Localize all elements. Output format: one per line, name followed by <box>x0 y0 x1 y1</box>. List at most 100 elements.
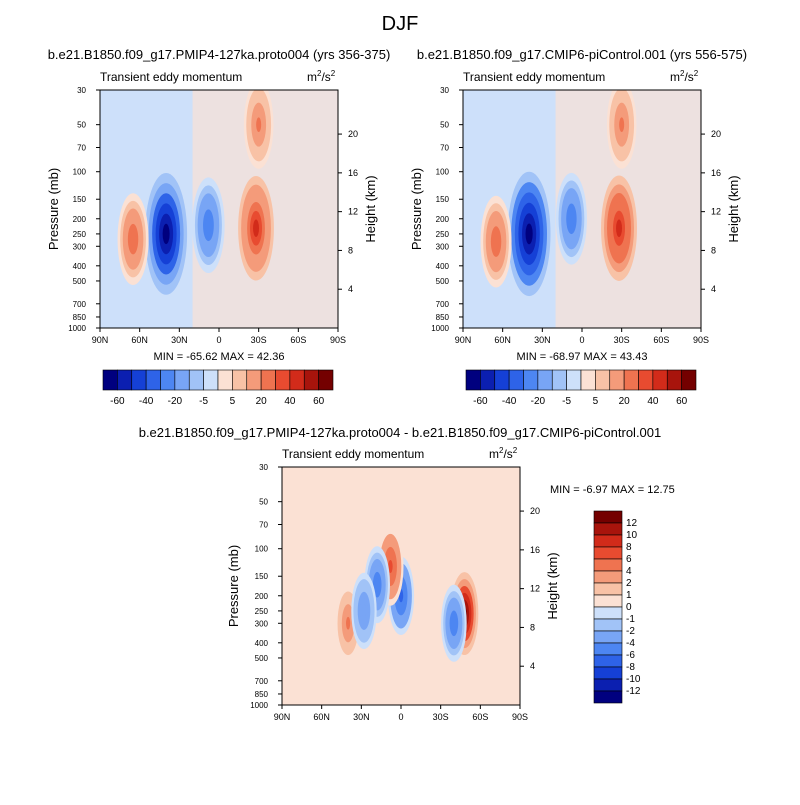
colorbar-swatch <box>188 369 204 391</box>
x-tick-label: 60S <box>290 335 306 345</box>
colorbar-swatch <box>593 546 623 560</box>
y-tick-label: 50 <box>440 121 449 130</box>
colorbar-tick-label: -5 <box>562 396 571 407</box>
y-tick-label: 400 <box>255 639 269 648</box>
y-tick-label: 300 <box>73 242 87 251</box>
panel-2-colorbar: -60 -40 -20 -5 5 20 40 60 <box>465 369 697 407</box>
panel-2-axes: 90N 60N 30N 0 30S 60S 90S 30 50 70 100 150 200 250 300… <box>431 86 721 345</box>
colorbar-swatch <box>593 630 623 644</box>
colorbar-swatch <box>593 690 623 704</box>
x-tick-label: 60N <box>313 712 330 722</box>
panel-2-minmax: MIN = -68.97 MAX = 43.43 <box>517 351 648 363</box>
y-tick-label: 500 <box>255 654 269 663</box>
colorbar-tick-label: -40 <box>139 396 154 407</box>
colorbar-swatch <box>652 369 668 391</box>
x-tick-label: 60S <box>472 712 488 722</box>
colorbar-tick-label: 20 <box>256 396 268 407</box>
contour-blob-1 <box>451 616 456 630</box>
colorbar-swatch <box>593 606 623 620</box>
panel-2-ylabel-right: Height (km) <box>726 175 741 242</box>
eq: = <box>244 351 257 363</box>
y2-tick-label: 8 <box>711 245 716 255</box>
contour-blob-5 <box>346 616 351 630</box>
contour-blob-0 <box>162 223 170 245</box>
colorbar-swatch <box>246 369 262 391</box>
y-tick-label: 1000 <box>250 701 268 710</box>
panel-3-ylabel: Pressure (mb) <box>226 545 241 627</box>
contour-blob-4 <box>568 211 575 227</box>
colorbar-tick-label: -20 <box>531 396 546 407</box>
x-tick-label: 90N <box>455 335 472 345</box>
panel-3-title: b.e21.B1850.f09_g17.PMIP4-127ka.proto004… <box>139 425 662 440</box>
colorbar-swatch <box>593 618 623 632</box>
colorbar-tick-label: 12 <box>626 518 638 529</box>
colorbar-swatch <box>593 642 623 656</box>
contour-blob-0 <box>525 223 533 245</box>
min-label: MIN <box>154 351 174 363</box>
panel-1-ylabel: Pressure (mb) <box>46 168 61 250</box>
colorbar-tick-label: 8 <box>626 542 632 553</box>
contour-blob-3 <box>619 117 625 132</box>
x-tick-label: 30N <box>534 335 551 345</box>
panel-2-min: -68.97 <box>549 351 580 363</box>
panel-2-title: b.e21.B1850.f09_g17.CMIP6-piControl.001 … <box>417 47 747 62</box>
colorbar-swatch <box>289 369 305 391</box>
colorbar-tick-label: -60 <box>473 396 488 407</box>
eq: = <box>570 484 583 496</box>
colorbar-swatch <box>551 369 567 391</box>
panel-1-colorbar: -60 -40 -20 -5 5 20 40 60 <box>102 369 334 407</box>
eq: = <box>537 351 550 363</box>
panel-3: b.e21.B1850.f09_g17.PMIP4-127ka.proto004… <box>139 425 675 722</box>
y-tick-label: 100 <box>255 545 269 554</box>
panel-2-plot <box>463 90 701 328</box>
panel-1-units: m2/s2 <box>307 69 336 84</box>
y-tick-label: 70 <box>440 144 449 153</box>
panel-2-units: m2/s2 <box>670 69 699 84</box>
units-sup: 2 <box>680 69 685 78</box>
x-tick-label: 30N <box>171 335 188 345</box>
eq: = <box>174 351 187 363</box>
y2-tick-label: 16 <box>530 545 540 555</box>
colorbar-swatch <box>275 369 291 391</box>
colorbar-tick-label: -4 <box>626 638 635 649</box>
y-tick-label: 300 <box>255 619 269 628</box>
colorbar-swatch <box>681 369 697 391</box>
colorbar-swatch <box>217 369 233 391</box>
colorbar-tick-label: -20 <box>168 396 183 407</box>
y2-tick-label: 20 <box>348 129 358 139</box>
colorbar-swatch <box>117 369 133 391</box>
colorbar-swatch <box>160 369 176 391</box>
colorbar-tick-label: 10 <box>626 530 638 541</box>
colorbar-swatch <box>566 369 582 391</box>
contour-blob-2 <box>493 233 499 250</box>
colorbar-tick-label: -5 <box>199 396 208 407</box>
x-tick-label: 30S <box>614 335 630 345</box>
x-tick-label: 60S <box>653 335 669 345</box>
panel-3-ylabel-right: Height (km) <box>545 552 560 619</box>
colorbar-tick-label: 4 <box>626 566 632 577</box>
y-tick-label: 30 <box>259 463 268 472</box>
colorbar-swatch <box>593 654 623 668</box>
colorbar-swatch <box>623 369 639 391</box>
colorbar-swatch <box>102 369 118 391</box>
y-tick-label: 850 <box>255 690 269 699</box>
units-m: m <box>489 447 499 461</box>
units-slash: /s <box>321 70 330 84</box>
y-tick-label: 150 <box>73 195 87 204</box>
y-tick-label: 70 <box>77 144 86 153</box>
max-label: MAX <box>584 351 609 363</box>
units-sup: 2 <box>317 69 322 78</box>
panel-3-axes: 90N 60N 30N 0 30S 60S 90S 30 50 70 100 150 200 250 300… <box>250 463 540 722</box>
contour-blob-1 <box>616 219 623 238</box>
x-tick-label: 90N <box>274 712 291 722</box>
contour-blob-1 <box>253 219 260 237</box>
panel-1-plot <box>100 90 338 328</box>
colorbar-tick-label: -60 <box>110 396 125 407</box>
y-tick-label: 700 <box>436 300 450 309</box>
colorbar-tick-label: 40 <box>284 396 296 407</box>
min-label: MIN <box>550 484 570 496</box>
contour-blob-4 <box>205 217 212 234</box>
y2-tick-label: 12 <box>348 207 358 217</box>
colorbar-swatch <box>203 369 219 391</box>
max-label: MAX <box>611 484 636 496</box>
